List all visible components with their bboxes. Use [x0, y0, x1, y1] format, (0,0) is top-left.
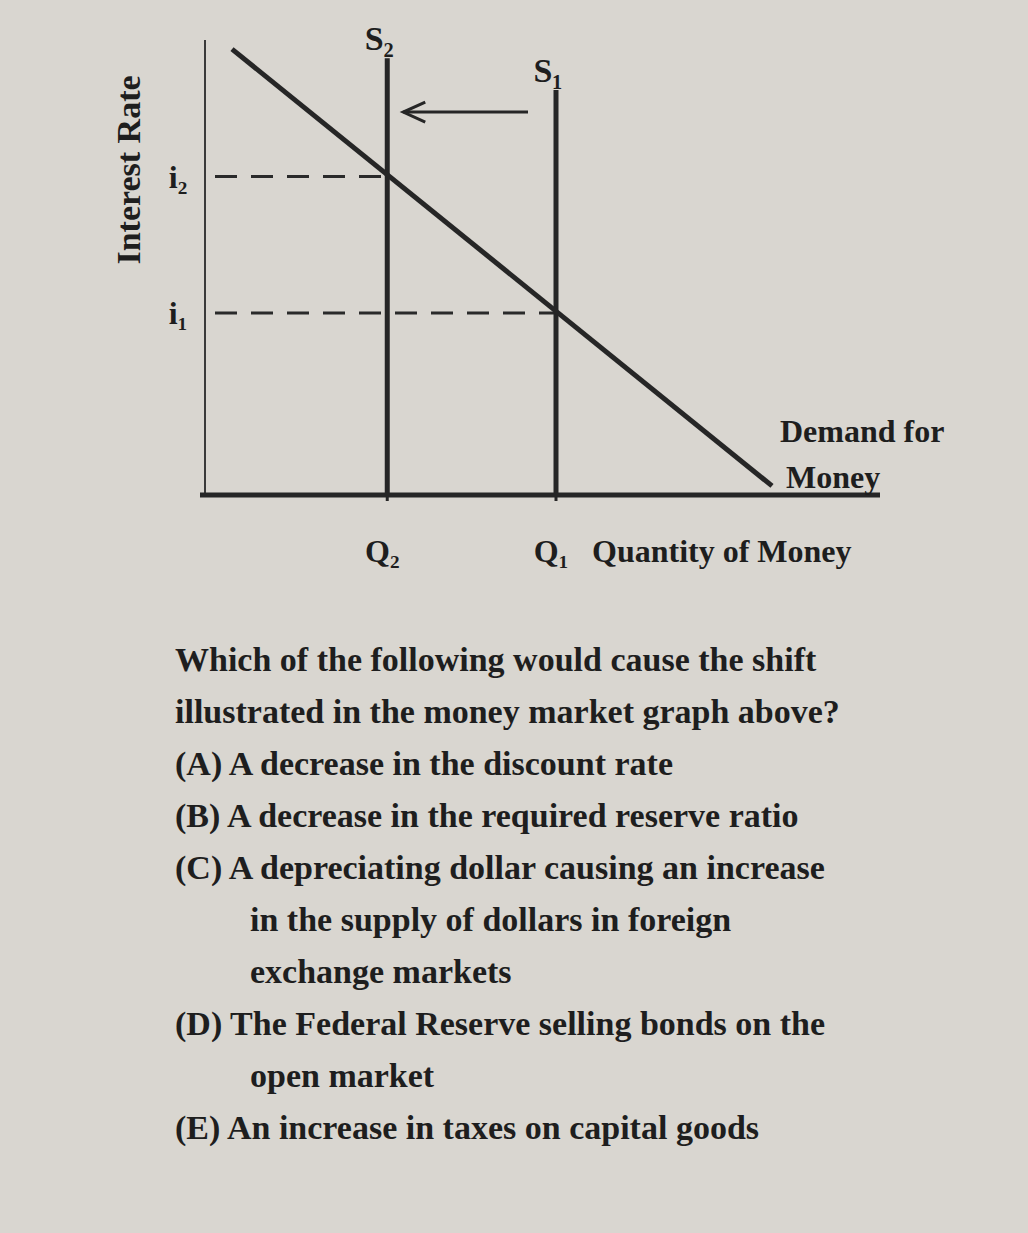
option-text: A depreciating dollar causing an increas… — [229, 849, 825, 886]
y-tick-label: i₁ — [169, 295, 187, 331]
option-letter: (B) — [175, 797, 220, 834]
chart: i₂ i₁ Q₂ Q₁ Quantity of Money Interest Rate S₂… — [0, 0, 1028, 620]
option-letter: (C) — [175, 849, 222, 886]
option-text: A decrease in the required reserve ratio — [227, 797, 799, 834]
option-text: The Federal Reserve selling bonds on the — [230, 1005, 825, 1042]
question-text: Which of the following would cause the s… — [175, 641, 816, 678]
x-tick-label: Q₁ — [534, 533, 568, 569]
x-axis — [200, 493, 880, 498]
option-text: in the supply of dollars in foreign — [250, 901, 731, 938]
y-axis — [204, 40, 206, 495]
series-line — [385, 58, 390, 495]
option-text: exchange markets — [250, 953, 512, 990]
y-tick-label: i₂ — [169, 159, 187, 195]
question-line: Which of the following would cause the s… — [175, 634, 840, 686]
option-line: (A) A decrease in the discount rate — [175, 738, 840, 790]
option-letter: (A) — [175, 745, 222, 782]
option-line: open market — [175, 1050, 840, 1102]
series-group — [232, 49, 772, 495]
series-label: S₂ — [365, 20, 394, 57]
option-line: exchange markets — [175, 946, 840, 998]
shift-arrow-head — [403, 102, 425, 122]
question-block: Which of the following would cause the s… — [175, 634, 840, 1154]
tick-guide — [215, 175, 387, 178]
option-letter: (E) — [175, 1109, 220, 1146]
x-axis-label: Quantity of Money — [592, 533, 852, 569]
option-text: open market — [250, 1057, 434, 1094]
option-line: (E) An increase in taxes on capital good… — [175, 1102, 840, 1154]
x-tick — [555, 495, 558, 501]
option-line: (C) A depreciating dollar causing an inc… — [175, 842, 840, 894]
option-line: (B) A decrease in the required reserve r… — [175, 790, 840, 842]
y-axis-label: Interest Rate — [110, 75, 147, 264]
shift-arrow — [403, 111, 528, 114]
option-text: A decrease in the discount rate — [229, 745, 673, 782]
option-text: An increase in taxes on capital goods — [227, 1109, 759, 1146]
option-line: in the supply of dollars in foreign — [175, 894, 840, 946]
series-line — [554, 90, 559, 495]
page: {"chart_data": {"type": "line", "x_label… — [0, 0, 1028, 1233]
series-label: S₁ — [533, 52, 562, 89]
label-line: Money — [786, 459, 880, 495]
series-label: Demand for Money — [780, 413, 944, 495]
x-tick — [386, 495, 389, 501]
question-text: illustrated in the money market graph ab… — [175, 693, 840, 730]
series-line — [232, 49, 772, 486]
option-line: (D) The Federal Reserve selling bonds on… — [175, 998, 840, 1050]
label-line: Demand for — [780, 413, 944, 449]
question-line: illustrated in the money market graph ab… — [175, 686, 840, 738]
x-tick-label: Q₂ — [365, 533, 399, 569]
option-letter: (D) — [175, 1005, 222, 1042]
